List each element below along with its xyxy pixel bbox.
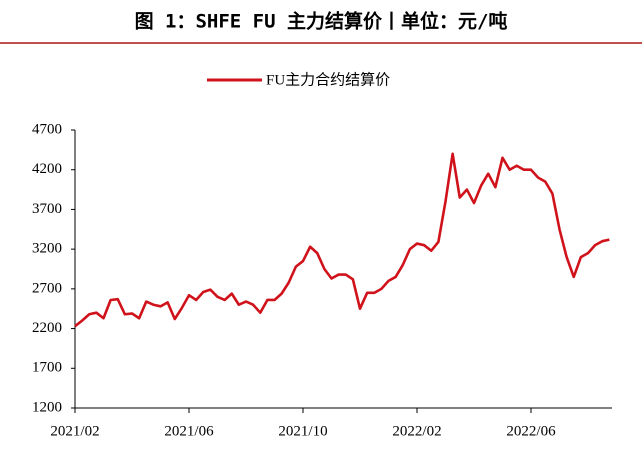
y-tick-label: 2700 bbox=[32, 280, 62, 296]
x-tick-label: 2022/06 bbox=[506, 423, 556, 439]
series-line bbox=[74, 152, 610, 328]
chart-title: 图 1：SHFE FU 主力结算价丨单位：元/吨 bbox=[135, 10, 508, 33]
y-tick-label: 3200 bbox=[32, 241, 62, 257]
x-tick-label: 2021/06 bbox=[164, 423, 214, 439]
y-tick-label: 1700 bbox=[32, 360, 62, 376]
y-tick-label: 3700 bbox=[32, 201, 62, 217]
y-tick-label: 2200 bbox=[32, 320, 62, 336]
y-tick-label: 1200 bbox=[32, 399, 62, 415]
x-tick-label: 2021/02 bbox=[50, 423, 99, 439]
x-tick-label: 2021/10 bbox=[278, 423, 327, 439]
y-tick-label: 4700 bbox=[32, 121, 62, 137]
legend-label: FU主力合约结算价 bbox=[266, 70, 390, 88]
y-tick-label: 4200 bbox=[32, 161, 62, 177]
x-tick-label: 2022/02 bbox=[392, 423, 441, 439]
